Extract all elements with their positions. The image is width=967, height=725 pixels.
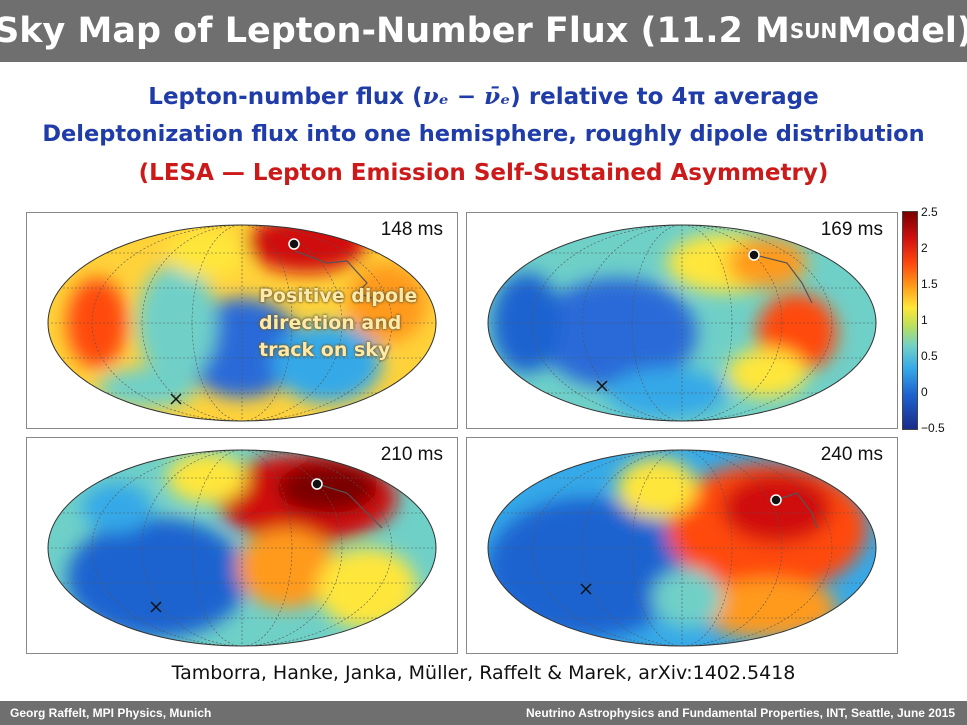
skymap-panel-240ms: 240 ms bbox=[466, 437, 898, 654]
colorbar-tick: 1.5 bbox=[921, 277, 938, 291]
time-label: 169 ms bbox=[820, 219, 883, 240]
skymap-panel-148ms: 148 ms bbox=[26, 212, 458, 429]
antidipole-marker bbox=[596, 380, 608, 392]
citation: Tamborra, Hanke, Janka, Müller, Raffelt … bbox=[171, 662, 796, 684]
dipole-annotation: Positive dipole direction and track on s… bbox=[259, 285, 418, 361]
footer-left: Georg Raffelt, MPI Physics, Munich bbox=[10, 706, 212, 720]
skymap-240ms bbox=[487, 449, 877, 647]
time-label: 148 ms bbox=[380, 219, 443, 240]
dipole-marker bbox=[748, 249, 760, 261]
colorbar-tick: 0.5 bbox=[921, 349, 938, 363]
antidipole-marker bbox=[580, 583, 592, 595]
colorbar-tick: 1 bbox=[921, 313, 928, 327]
skymap-panel-169ms: 169 ms bbox=[466, 212, 898, 429]
time-label: 210 ms bbox=[380, 444, 443, 465]
title-subscript: SUN bbox=[789, 19, 838, 43]
line1-math: νₑ − ν̄ₑ bbox=[422, 83, 511, 110]
dipole-marker bbox=[770, 494, 782, 506]
slide-title: Sky Map of Lepton-Number Flux (11.2 M SUN… bbox=[0, 0, 967, 62]
line1-post: ) relative to 4π average bbox=[510, 84, 819, 110]
subtitle-line-2: Deleptonization flux into one hemisphere… bbox=[42, 121, 925, 147]
dipole-marker bbox=[288, 238, 300, 250]
subtitle-line-1: Lepton-number flux (νₑ − ν̄ₑ) relative t… bbox=[0, 83, 967, 110]
subtitle-line-3: (LESA — Lepton Emission Self-Sustained A… bbox=[138, 160, 829, 186]
dipole-marker bbox=[311, 478, 323, 490]
skymap-210ms bbox=[47, 449, 437, 647]
colorbar-tick: −0.5 bbox=[921, 421, 945, 435]
colorbar-tick: 0 bbox=[921, 385, 928, 399]
skymap-panel-210ms: 210 ms bbox=[26, 437, 458, 654]
time-label: 240 ms bbox=[820, 444, 883, 465]
title-end: Model) bbox=[837, 11, 967, 51]
title-main: Sky Map of Lepton-Number Flux (11.2 M bbox=[0, 11, 790, 51]
line1-pre: Lepton-number flux ( bbox=[148, 84, 423, 110]
antidipole-marker bbox=[170, 393, 182, 405]
skymap-169ms bbox=[487, 224, 877, 422]
footer-right: Neutrino Astrophysics and Fundamental Pr… bbox=[526, 706, 955, 720]
antidipole-marker bbox=[150, 601, 162, 613]
footer-bar: Georg Raffelt, MPI Physics, Munich Neutr… bbox=[0, 701, 967, 725]
colorbar-tick: 2.5 bbox=[921, 205, 938, 219]
colorbar-tick: 2 bbox=[921, 241, 928, 255]
colorbar bbox=[902, 211, 918, 430]
skymap-148ms bbox=[47, 224, 437, 422]
